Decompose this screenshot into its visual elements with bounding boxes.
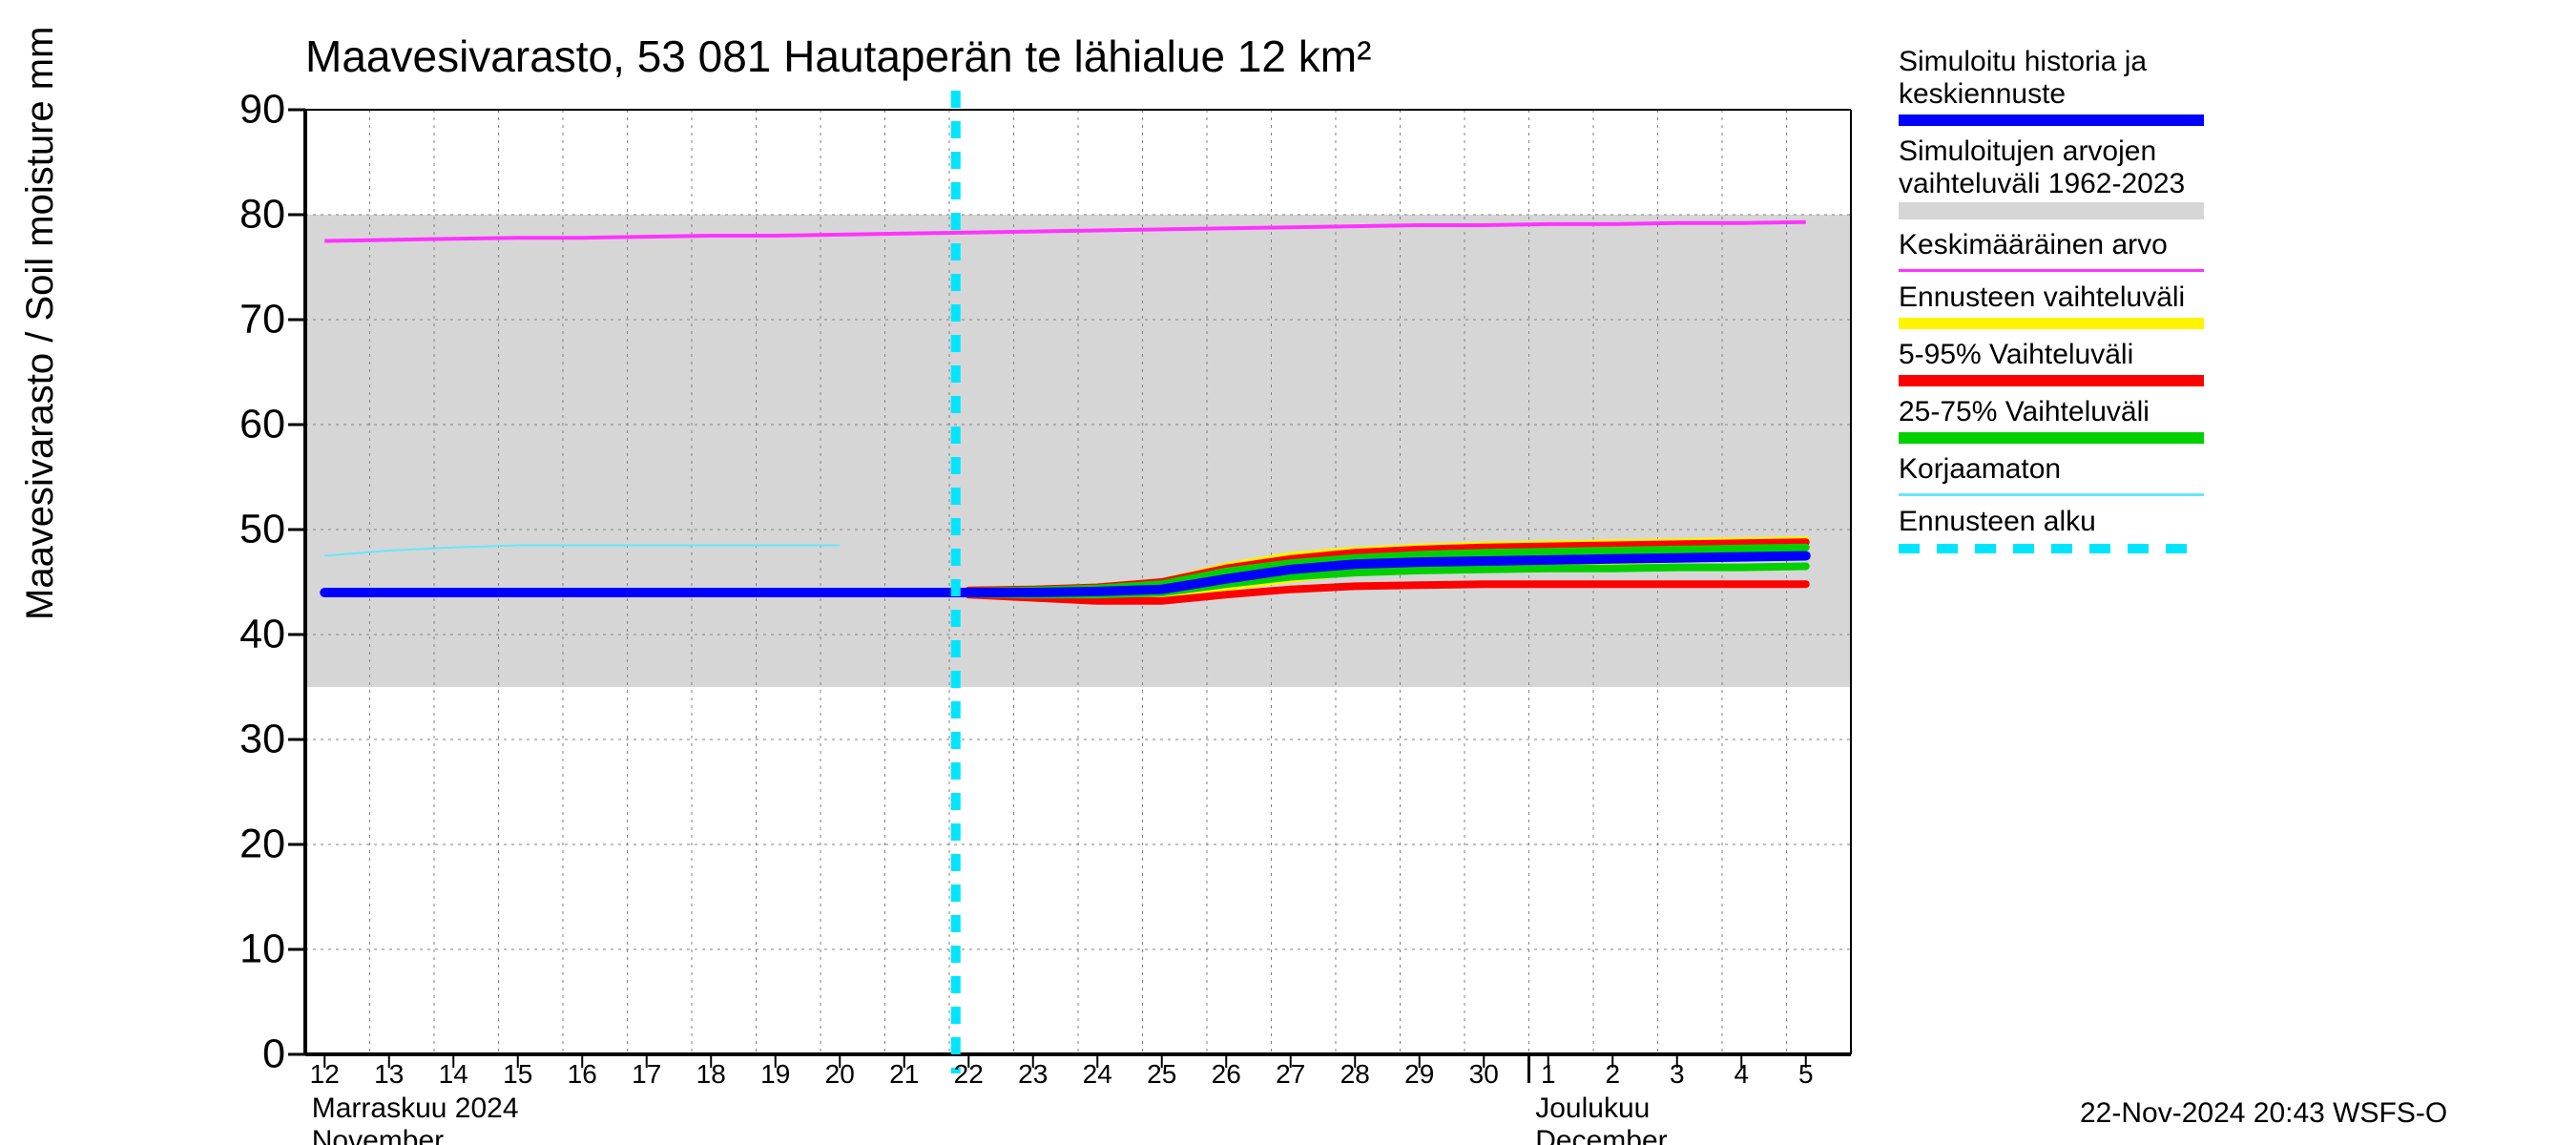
- y-tick-label: 10: [171, 926, 285, 973]
- chart-container: Maavesivarasto, 53 081 Hautaperän te läh…: [0, 0, 2576, 1145]
- x-tick-label: 16: [568, 1059, 597, 1090]
- legend-entry: Keskimääräinen arvo: [1899, 229, 2547, 272]
- x-tick-label: 24: [1083, 1059, 1112, 1090]
- y-tick-label: 60: [171, 402, 285, 448]
- x-tick-label: 28: [1340, 1059, 1370, 1090]
- x-tick-label: 2: [1605, 1059, 1620, 1090]
- legend-entry: Ennusteen vaihteluväli: [1899, 281, 2547, 329]
- x-tick-label: 29: [1404, 1059, 1434, 1090]
- legend-swatch: [1899, 269, 2204, 272]
- x-tick-label: 23: [1018, 1059, 1048, 1090]
- x-tick-labels: 1213141516171819202122232425262728293012…: [305, 1059, 1851, 1097]
- x-tick-label: 19: [760, 1059, 790, 1090]
- chart-title: Maavesivarasto, 53 081 Hautaperän te läh…: [305, 31, 1371, 82]
- month-label-fi: Joulukuu: [1535, 1093, 1650, 1125]
- legend-swatch: [1899, 318, 2204, 329]
- y-tick-label: 30: [171, 717, 285, 763]
- y-axis-label: Maavesivarasto / Soil moisture mm: [19, 27, 62, 620]
- legend-label: Simuloitu historia ja keskiennuste: [1899, 46, 2547, 111]
- x-tick-label: 30: [1469, 1059, 1499, 1090]
- y-tick-label: 90: [171, 87, 285, 134]
- x-tick-label: 14: [439, 1059, 468, 1090]
- x-tick-label: 20: [825, 1059, 855, 1090]
- legend-swatch: [1899, 493, 2204, 496]
- legend-label: Simuloitujen arvojen vaihteluväli 1962-2…: [1899, 135, 2547, 200]
- legend: Simuloitu historia ja keskiennuste Simulo…: [1899, 46, 2547, 563]
- footer-timestamp: 22-Nov-2024 20:43 WSFS-O: [2080, 1097, 2447, 1130]
- x-tick-label: 15: [503, 1059, 532, 1090]
- x-tick-label: 22: [954, 1059, 984, 1090]
- y-tick-label: 40: [171, 612, 285, 658]
- y-tick-label: 80: [171, 192, 285, 239]
- legend-swatch: [1899, 114, 2204, 126]
- x-tick-label: 3: [1670, 1059, 1685, 1090]
- legend-label: Korjaamaton: [1899, 453, 2547, 486]
- legend-label: 5-95% Vaihteluväli: [1899, 339, 2547, 371]
- x-tick-label: 4: [1734, 1059, 1749, 1090]
- y-tick-labels: 0102030405060708090: [172, 110, 286, 1054]
- x-tick-label: 21: [889, 1059, 919, 1090]
- legend-entry: Ennusteen alku: [1899, 506, 2547, 553]
- legend-label: Keskimääräinen arvo: [1899, 229, 2547, 261]
- legend-swatch: [1899, 375, 2204, 386]
- month-label-en: December: [1535, 1125, 1667, 1145]
- legend-entry: Simuloitujen arvojen vaihteluväli 1962-2…: [1899, 135, 2547, 219]
- legend-swatch: [1899, 202, 2204, 219]
- x-tick-label: 13: [374, 1059, 404, 1090]
- x-tick-label: 1: [1541, 1059, 1556, 1090]
- x-tick-label: 5: [1798, 1059, 1814, 1090]
- legend-entry: 5-95% Vaihteluväli: [1899, 339, 2547, 386]
- legend-entry: Korjaamaton: [1899, 453, 2547, 496]
- legend-entry: Simuloitu historia ja keskiennuste: [1899, 46, 2547, 126]
- legend-label: Ennusteen vaihteluväli: [1899, 281, 2547, 314]
- plot-area: [305, 110, 1851, 1054]
- month-label-en: November: [312, 1125, 444, 1145]
- x-tick-label: 17: [632, 1059, 661, 1090]
- legend-label: 25-75% Vaihteluväli: [1899, 396, 2547, 428]
- y-tick-label: 70: [171, 297, 285, 344]
- x-tick-label: 25: [1147, 1059, 1176, 1090]
- legend-swatch: [1899, 544, 2204, 553]
- x-tick-label: 18: [696, 1059, 726, 1090]
- y-tick-label: 0: [171, 1031, 285, 1078]
- x-tick-label: 12: [310, 1059, 340, 1090]
- y-tick-label: 50: [171, 507, 285, 553]
- legend-label: Ennusteen alku: [1899, 506, 2547, 538]
- x-tick-label: 26: [1212, 1059, 1241, 1090]
- x-tick-label: 27: [1276, 1059, 1305, 1090]
- legend-entry: 25-75% Vaihteluväli: [1899, 396, 2547, 444]
- y-tick-label: 20: [171, 822, 285, 868]
- month-label-fi: Marraskuu 2024: [312, 1093, 519, 1125]
- x-month-labels: Marraskuu 2024November JoulukuuDecember: [305, 1093, 1851, 1145]
- legend-swatch: [1899, 432, 2204, 444]
